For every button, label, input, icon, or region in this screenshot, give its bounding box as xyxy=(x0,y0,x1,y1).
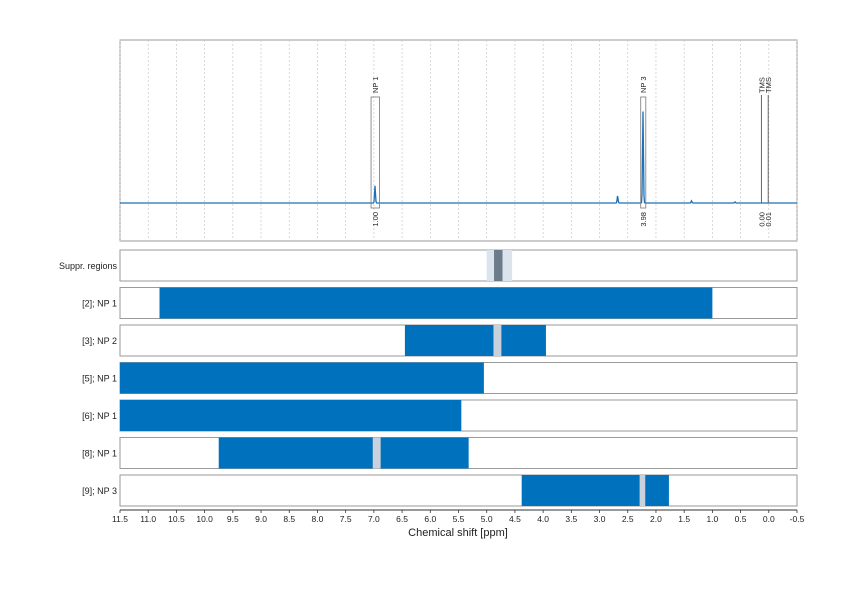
region-row-3: [6]; NP 1 xyxy=(82,399,798,432)
x-tick-label-23: 0.0 xyxy=(763,514,775,524)
x-tick-label-16: 3.5 xyxy=(565,514,577,524)
x-tick-label-5: 9.0 xyxy=(255,514,267,524)
region-gap-0 xyxy=(639,475,646,506)
x-tick-label-11: 6.0 xyxy=(424,514,436,524)
region-bar xyxy=(218,437,469,469)
peak-annotation-2: TMS 0.00 xyxy=(757,77,766,226)
x-tick-label-3: 10.0 xyxy=(196,514,213,524)
region-row-2: [5]; NP 1 xyxy=(82,362,798,394)
region-bar xyxy=(521,475,669,506)
x-tick-label-7: 8.0 xyxy=(312,514,324,524)
region-bar xyxy=(120,400,462,431)
suppression-inner xyxy=(494,250,503,281)
peak-annotation-3: TMS 0.01 xyxy=(764,77,773,226)
x-tick-label-2: 10.5 xyxy=(168,514,185,524)
region-bar xyxy=(159,287,713,319)
peak-label: NP 3 xyxy=(639,76,648,93)
x-tick-label-12: 5.5 xyxy=(453,514,465,524)
x-tick-label-22: 0.5 xyxy=(735,514,747,524)
region-gap-0 xyxy=(372,437,381,469)
spectrum-line xyxy=(120,111,797,204)
x-tick-label-20: 1.5 xyxy=(678,514,690,524)
x-tick-label-13: 5.0 xyxy=(481,514,493,524)
x-tick-label-18: 2.5 xyxy=(622,514,634,524)
region-row-1: [3]; NP 2 xyxy=(82,324,798,357)
x-tick-label-24: -0.5 xyxy=(790,514,805,524)
row-label: [9]; NP 3 xyxy=(82,486,117,496)
row-label: [6]; NP 1 xyxy=(82,411,117,421)
row-frame xyxy=(119,249,798,282)
x-tick-label-0: 11.5 xyxy=(112,514,128,524)
peak-box xyxy=(640,96,647,209)
peak-box xyxy=(370,96,380,209)
peak-integral: 0.01 xyxy=(764,212,773,227)
region-bar xyxy=(404,325,546,356)
x-axis: 11.5 11.0 10.5 10.0 9.5 9.0 8.5 8.0 7.5 7.0 6.5 6.0… xyxy=(112,509,805,524)
x-tick-label-6: 8.5 xyxy=(283,514,295,524)
x-tick-label-4: 9.5 xyxy=(227,514,239,524)
x-tick-label-1: 11.0 xyxy=(140,514,156,524)
peak-integral: 0.00 xyxy=(757,212,766,227)
x-tick-label-21: 1.0 xyxy=(706,514,718,524)
peak-integral: 1.00 xyxy=(371,212,380,227)
x-tick-label-8: 7.5 xyxy=(340,514,352,524)
suppression-row: Suppr. regions xyxy=(59,249,798,282)
row-label: [5]; NP 1 xyxy=(82,374,117,384)
region-rows-panel: Suppr. regions [2]; NP 1 [3]; NP 2 [5]; NP … xyxy=(59,249,798,507)
x-tick-label-15: 4.0 xyxy=(537,514,549,524)
x-tick-label-19: 2.0 xyxy=(650,514,662,524)
spectrum-panel: NP 1 1.00 NP 3 3.98 TMS 0.00 TMS 0.01 xyxy=(119,39,798,242)
x-tick-label-10: 6.5 xyxy=(396,514,408,524)
region-bar xyxy=(120,362,484,394)
row-label: [3]; NP 2 xyxy=(82,336,117,346)
peak-label: TMS xyxy=(757,77,766,93)
peak-label: TMS xyxy=(764,77,773,93)
row-label: [8]; NP 1 xyxy=(82,449,117,459)
row-label: [2]; NP 1 xyxy=(82,299,117,309)
row-frame xyxy=(119,474,798,507)
region-row-0: [2]; NP 1 xyxy=(82,287,798,319)
x-tick-label-14: 4.5 xyxy=(509,514,521,524)
region-row-5: [9]; NP 3 xyxy=(82,474,798,507)
peak-label: NP 1 xyxy=(371,76,380,93)
x-axis-label: Chemical shift [ppm] xyxy=(408,527,508,539)
x-tick-label-9: 7.0 xyxy=(368,514,380,524)
row-label: Suppr. regions xyxy=(59,261,118,271)
peak-annotation-1: NP 3 3.98 xyxy=(639,76,648,226)
region-row-4: [8]; NP 1 xyxy=(82,437,798,469)
peak-annotation-0: NP 1 1.00 xyxy=(370,76,380,227)
region-gap-0 xyxy=(493,325,502,356)
peak-integral: 3.98 xyxy=(639,212,648,227)
x-tick-label-17: 3.0 xyxy=(594,514,606,524)
